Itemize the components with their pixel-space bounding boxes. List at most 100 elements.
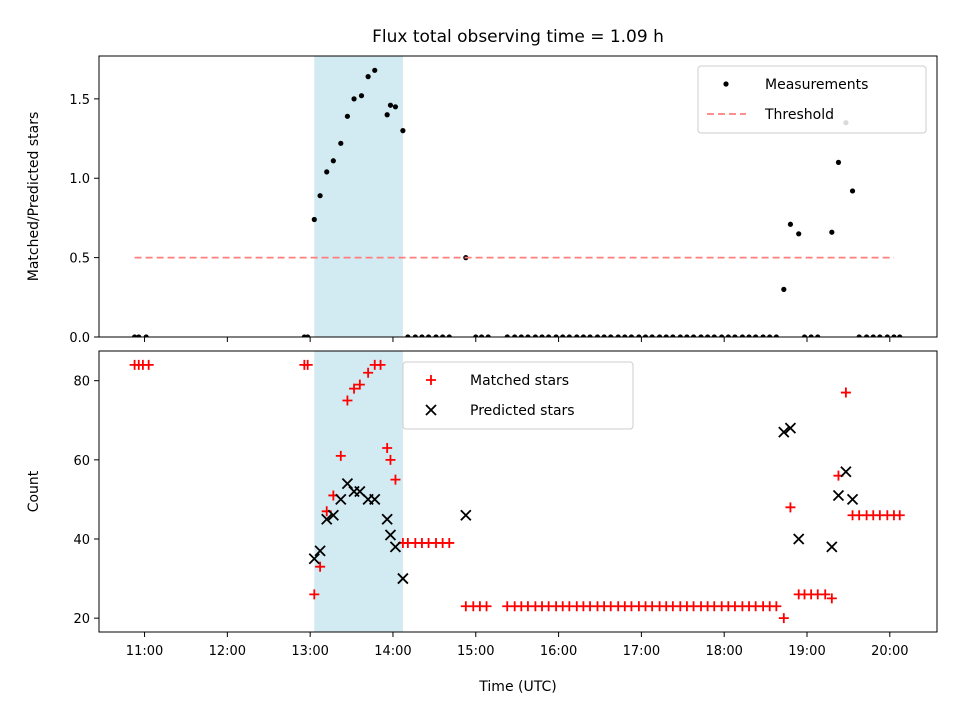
- measurement-point: [760, 334, 766, 337]
- legend-marker-plus: [426, 375, 436, 385]
- measurement-point: [539, 334, 545, 337]
- measurement-point: [739, 334, 746, 337]
- measurement-point: [601, 334, 607, 337]
- plot-area: [129, 359, 905, 624]
- matched-star-point: [363, 367, 374, 378]
- predicted-star-point: [784, 422, 797, 434]
- legend: Measurements Threshold: [697, 65, 927, 134]
- measurement-point: [705, 334, 711, 337]
- predicted-star-point: [832, 489, 845, 502]
- matched-star-point: [385, 454, 396, 465]
- measurement-point: [649, 334, 655, 337]
- measurement-point: [732, 334, 738, 337]
- measurement-point: [698, 334, 704, 337]
- measurement-point: [870, 334, 876, 337]
- measurement-point: [829, 229, 835, 235]
- matched-star-point: [840, 387, 851, 398]
- predicted-star-point: [778, 426, 790, 438]
- measurement-point: [532, 334, 538, 337]
- measurement-point: [877, 334, 883, 337]
- measurement-point: [622, 334, 628, 337]
- measurement-point: [835, 159, 842, 165]
- x-tick-label: 20:00: [871, 644, 908, 659]
- axes-frame: [98, 350, 938, 633]
- measurement-point: [324, 169, 330, 175]
- legend-box: [402, 361, 634, 430]
- matched-star-point: [820, 589, 831, 600]
- y-tick-label: 0.0: [69, 331, 90, 346]
- measurement-point: [330, 158, 336, 164]
- measurement-point: [311, 216, 317, 223]
- predicted-star-point: [460, 509, 472, 521]
- matched-star-point: [894, 510, 905, 521]
- measurement-point: [642, 334, 649, 337]
- legend-label: Predicted stars: [470, 403, 575, 419]
- measurement-point: [553, 334, 559, 337]
- measurement-point: [433, 334, 439, 337]
- y-tick-label: 40: [73, 533, 90, 548]
- legend-label: Matched stars: [470, 373, 569, 389]
- predicted-star-point: [327, 509, 339, 521]
- predicted-star-point: [846, 493, 859, 506]
- measurement-point: [317, 193, 323, 199]
- matched-star-point: [302, 359, 313, 370]
- measurement-point: [725, 334, 731, 337]
- measurement-point: [746, 334, 752, 337]
- measurement-point: [344, 113, 351, 119]
- y-axis-label: Matched/Predicted stars: [26, 112, 42, 282]
- predicted-star-point: [341, 477, 354, 490]
- predicted-star-point: [384, 529, 397, 541]
- matched-star-point: [335, 450, 346, 461]
- y-tick-label: 0.5: [69, 252, 90, 267]
- measurement-point: [419, 334, 425, 337]
- measurement-point: [884, 334, 890, 337]
- measurement-point: [897, 334, 903, 337]
- measurement-point: [711, 334, 717, 337]
- measurement-point: [815, 334, 821, 337]
- x-tick-label: 19:00: [788, 644, 825, 659]
- y-tick-label: 60: [73, 454, 90, 469]
- x-tick-label: 17:00: [623, 644, 660, 659]
- predicted-star-point: [826, 541, 838, 553]
- legend-label: Measurements: [765, 77, 868, 93]
- x-axis-label: Time (UTC): [478, 679, 556, 695]
- measurement-point: [580, 334, 587, 337]
- measurement-point: [518, 334, 524, 337]
- matched-star-point: [309, 589, 320, 600]
- x-tick-label: 11:00: [126, 644, 163, 659]
- chart-title: Flux total observing time = 1.09 h: [372, 27, 664, 47]
- legend-marker-dot: [723, 81, 729, 87]
- legend: Matched stars Predicted stars: [402, 361, 634, 430]
- measurement-point: [787, 221, 794, 227]
- legend-box: [697, 65, 927, 134]
- measurement-point: [684, 334, 690, 337]
- measurement-point: [412, 334, 418, 337]
- measurement-point: [132, 334, 138, 337]
- predicted-star-point: [308, 553, 320, 565]
- measurement-point: [849, 188, 856, 194]
- shaded-span: [314, 56, 403, 337]
- measurement-point: [305, 334, 311, 337]
- count-panel: 11:00 12:00 13:00 14:00 15:00 16:00 17:00 18:00…: [26, 350, 938, 659]
- measurement-point: [677, 334, 683, 337]
- measurement-point: [566, 334, 572, 337]
- x-tick-label: 18:00: [705, 644, 742, 659]
- axes-frame: [98, 55, 938, 338]
- measurement-point: [587, 334, 593, 337]
- measurement-point: [387, 102, 394, 108]
- measurement-point: [485, 334, 491, 337]
- measurement-point: [384, 112, 390, 118]
- matched-star-point: [354, 379, 365, 390]
- predicted-star-point: [314, 545, 326, 557]
- predicted-star-point: [840, 466, 852, 478]
- measurement-point: [143, 334, 149, 337]
- matched-star-point: [342, 395, 353, 406]
- measurement-point: [663, 334, 669, 337]
- measurement-point: [773, 334, 779, 337]
- measurement-point: [446, 334, 452, 337]
- measurement-point: [405, 334, 411, 337]
- matched-star-point: [481, 601, 492, 612]
- measurement-point: [856, 334, 862, 337]
- matched-star-point: [143, 359, 154, 370]
